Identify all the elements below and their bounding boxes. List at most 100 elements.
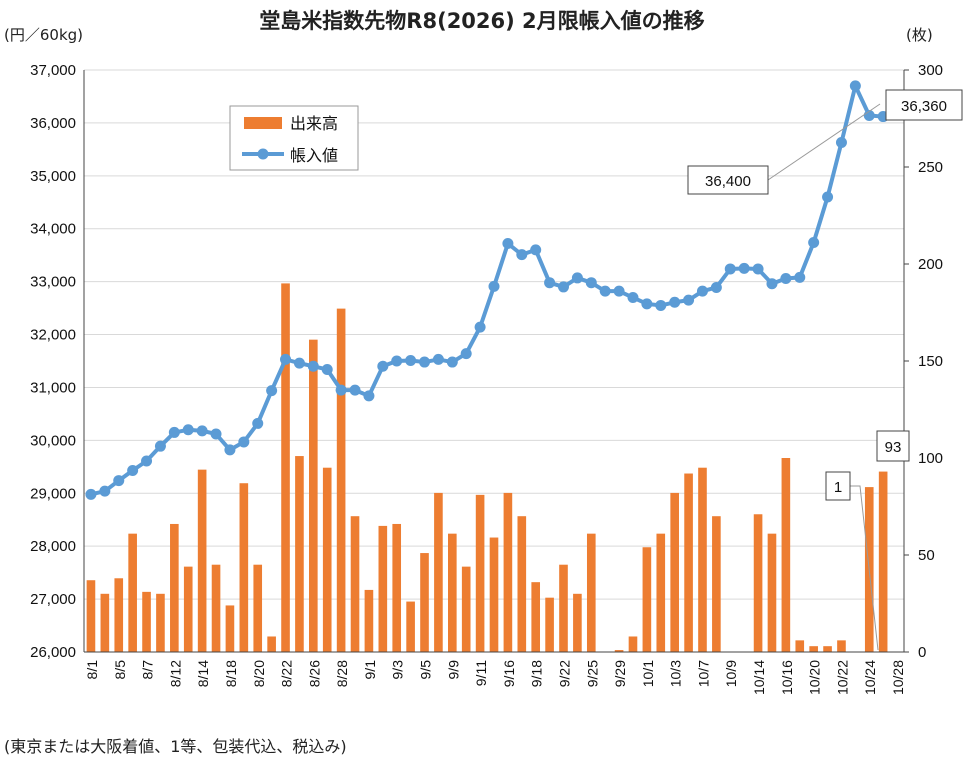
callout-box-93	[876, 430, 910, 462]
volume-bar	[795, 640, 805, 652]
gridlines	[84, 69, 904, 600]
x-tick-label: 8/28	[334, 660, 350, 687]
price-marker	[391, 355, 403, 367]
price-marker	[252, 417, 264, 429]
price-marker	[182, 424, 194, 436]
left-tick-label: 28,000	[30, 538, 76, 555]
volume-bar	[239, 483, 249, 652]
price-marker	[224, 444, 236, 456]
volume-bar	[156, 593, 165, 652]
volume-bars	[86, 283, 888, 652]
volume-bar	[309, 339, 318, 652]
legend-swatch-volume	[244, 117, 282, 129]
price-marker	[266, 385, 278, 397]
volume-bar	[503, 492, 513, 652]
price-marker	[154, 440, 166, 452]
price-marker	[85, 488, 97, 500]
x-tick-label: 10/20	[807, 660, 823, 695]
left-tick-label: 34,000	[30, 221, 76, 238]
volume-bar	[461, 566, 471, 652]
price-marker	[724, 263, 736, 275]
volume-bar	[142, 591, 151, 652]
callout-box-36400	[687, 165, 769, 195]
price-marker	[335, 384, 347, 396]
legend: 出来高 帳入値	[229, 105, 359, 171]
x-tick-label: 10/24	[862, 660, 878, 695]
volume-bar	[170, 523, 179, 652]
price-marker	[141, 455, 153, 467]
price-marker	[669, 296, 681, 308]
right-tick-label: 300	[918, 62, 943, 79]
price-marker	[127, 465, 139, 477]
price-marker	[113, 475, 125, 487]
volume-bar	[531, 582, 541, 652]
price-marker	[780, 272, 792, 284]
legend-box	[229, 105, 359, 171]
volume-bar	[225, 605, 235, 652]
price-marker	[613, 285, 625, 297]
volume-bar	[698, 467, 707, 652]
x-tick-label: 8/1	[84, 660, 100, 680]
x-axis-ticks: 8/1 8/5 8/7 8/12 8/14 8/18 8/20 8/22 8/26 8/28 9/1…	[84, 660, 906, 695]
right-tick-label: 150	[918, 353, 943, 370]
volume-bar	[100, 593, 110, 652]
price-marker	[502, 238, 514, 250]
legend-label-price: 帳入値	[290, 146, 338, 165]
x-tick-label: 10/7	[695, 660, 711, 687]
volume-bar	[656, 533, 666, 652]
right-tick-label: 50	[918, 547, 935, 564]
volume-bar	[878, 471, 888, 652]
price-marker	[293, 357, 305, 369]
volume-bar	[350, 516, 360, 652]
price-marker	[849, 80, 861, 92]
x-tick-label: 8/7	[140, 660, 156, 680]
price-marker	[752, 263, 764, 275]
volume-bar	[406, 601, 415, 652]
price-marker	[808, 236, 820, 248]
price-marker	[557, 281, 569, 293]
left-tick-label: 32,000	[30, 327, 76, 344]
volume-bar	[281, 283, 290, 652]
x-tick-label: 8/5	[112, 660, 128, 680]
price-marker	[835, 136, 847, 148]
price-marker	[363, 390, 375, 402]
x-tick-label: 10/3	[668, 660, 684, 687]
volume-bar	[420, 553, 429, 652]
volume-bar	[712, 516, 721, 652]
volume-bar	[392, 523, 402, 652]
price-line	[85, 80, 903, 500]
volume-bar	[378, 525, 388, 652]
price-marker	[321, 363, 333, 375]
price-marker	[738, 262, 750, 274]
chart-title: 堂島米指数先物R8(2026) 2月限帳入値の推移	[259, 9, 704, 33]
left-axis-ticks: 26,000 27,000 28,000 29,000 30,000 31,000 32,0…	[30, 62, 76, 661]
volume-bar	[837, 640, 846, 652]
x-tick-label: 9/1	[362, 660, 378, 680]
price-marker	[168, 426, 180, 438]
price-marker	[405, 354, 417, 366]
right-tick-label: 100	[918, 450, 943, 467]
volume-bar	[781, 458, 791, 652]
x-tick-label: 8/12	[167, 660, 183, 687]
volume-bar	[434, 492, 443, 652]
left-tick-label: 37,000	[30, 62, 76, 79]
x-tick-label: 8/26	[306, 660, 322, 687]
right-axis-unit: (枚)	[906, 26, 933, 44]
x-tick-label: 9/16	[501, 660, 517, 687]
volume-bar	[448, 533, 457, 652]
volume-bar	[809, 646, 818, 652]
x-tick-label: 8/20	[251, 660, 267, 687]
volume-bar	[322, 467, 332, 652]
price-marker	[794, 271, 806, 283]
x-tick-label: 9/9	[445, 660, 461, 680]
left-tick-label: 30,000	[30, 432, 76, 449]
callouts: 36,400 36,360 1 93	[687, 89, 963, 651]
x-tick-label: 10/28	[890, 660, 906, 695]
callout-leader-1	[848, 485, 879, 651]
volume-bar	[114, 578, 124, 652]
right-tick-label: 200	[918, 256, 943, 273]
price-marker	[641, 298, 653, 310]
left-tick-label: 35,000	[30, 168, 76, 185]
callout-36400: 36,400	[705, 173, 751, 190]
price-marker	[349, 384, 361, 396]
